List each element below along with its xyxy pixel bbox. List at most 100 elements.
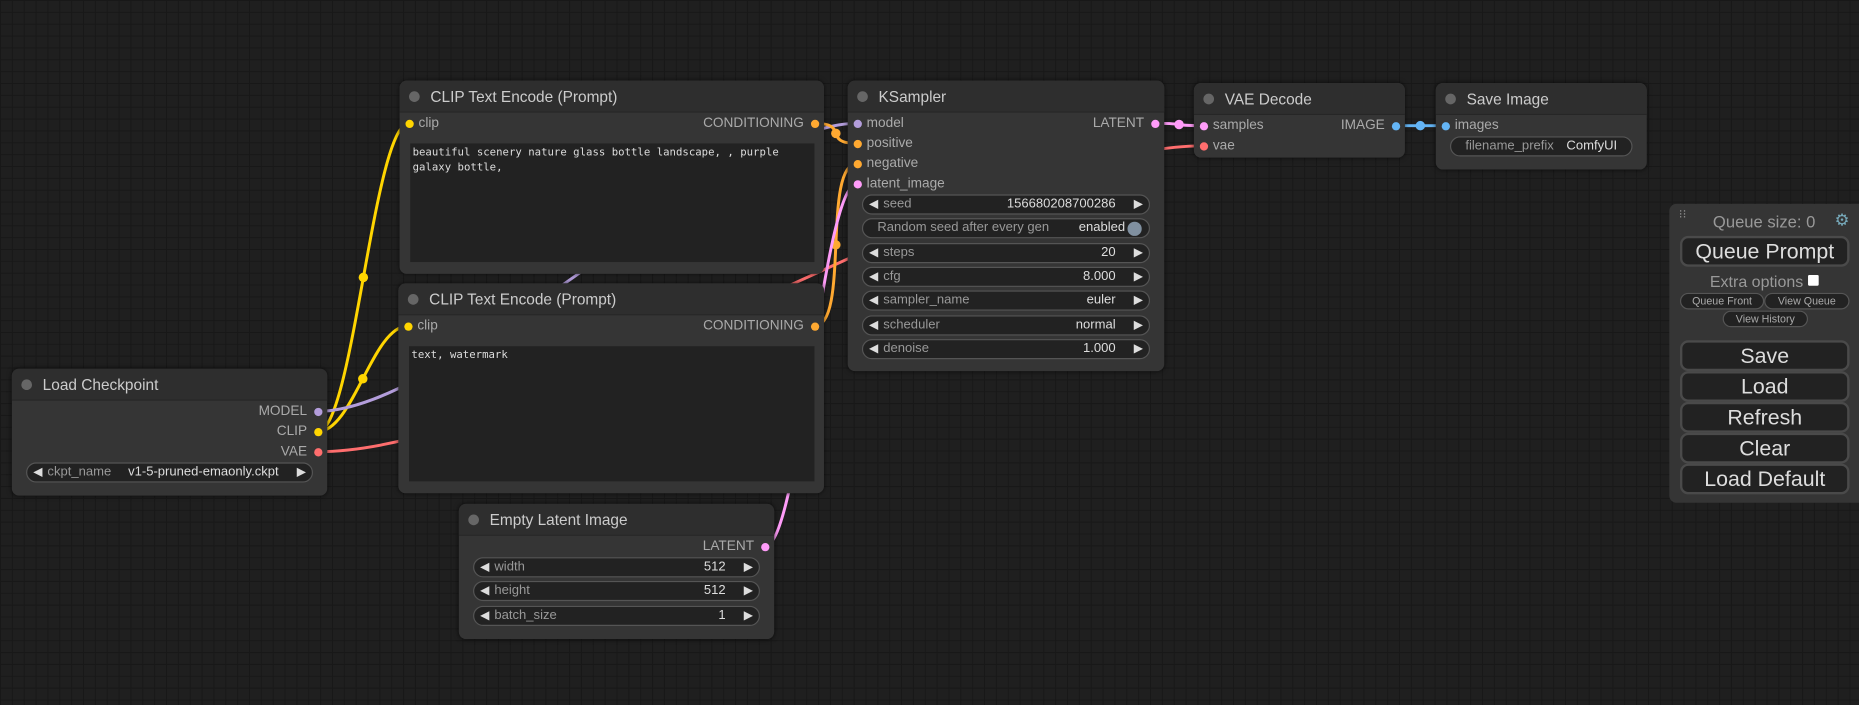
widget-batch_size[interactable]: ◀ ▶ batch_size 1	[473, 605, 760, 626]
link-midpoint-icon[interactable]	[831, 128, 841, 139]
slot-dot-icon[interactable]	[403, 321, 412, 331]
collapse-dot-icon[interactable]	[1445, 93, 1456, 104]
slot-dot-icon[interactable]	[853, 139, 862, 148]
collapse-dot-icon[interactable]	[21, 378, 33, 390]
refresh-button[interactable]: Refresh	[1679, 401, 1850, 433]
increment-arrow-icon[interactable]: ▶	[743, 608, 753, 622]
increment-arrow-icon[interactable]: ▶	[1133, 246, 1143, 260]
widget-sampler_name[interactable]: ◀ ▶ sampler_name euler	[861, 290, 1151, 311]
increment-arrow-icon[interactable]: ▶	[296, 465, 306, 479]
slot-dot-icon[interactable]	[810, 119, 819, 128]
widget-denoise[interactable]: ◀ ▶ denoise 1.000	[861, 338, 1151, 359]
load-button[interactable]: Load	[1679, 371, 1850, 402]
load-default-button[interactable]: Load Default	[1679, 463, 1850, 495]
widget-scheduler[interactable]: ◀ ▶ scheduler normal	[861, 314, 1151, 335]
node-latent[interactable]: Empty Latent Image LATENT ◀ ▶ width 512 ◀ ▶ heig…	[458, 503, 775, 640]
collapse-dot-icon[interactable]	[857, 90, 868, 102]
drag-handle-icon[interactable]: ⁝⁝	[1678, 208, 1687, 222]
slot-dot-icon[interactable]	[1199, 121, 1208, 130]
slot-dot-icon[interactable]	[853, 119, 862, 128]
collapse-dot-icon[interactable]	[1203, 93, 1215, 104]
increment-arrow-icon[interactable]: ▶	[1133, 197, 1143, 212]
node-vaedecode[interactable]: VAE Decode samples vae IMAGE	[1193, 82, 1405, 158]
widget-seed[interactable]: ◀ ▶ seed 156680208700286	[861, 194, 1151, 215]
decrement-arrow-icon[interactable]: ◀	[480, 608, 490, 622]
input-slot-positive[interactable]: positive	[866, 136, 913, 151]
node-title-bar[interactable]: Empty Latent Image	[458, 503, 775, 536]
clear-button[interactable]: Clear	[1679, 432, 1850, 464]
input-slot-clip[interactable]: clip	[417, 318, 438, 334]
input-slot-latent_image[interactable]: latent_image	[866, 176, 945, 191]
slot-dot-icon[interactable]	[853, 179, 862, 188]
node-title-bar[interactable]: Load Checkpoint	[11, 368, 328, 401]
link-midpoint-icon[interactable]	[358, 374, 368, 384]
widget-steps[interactable]: ◀ ▶ steps 20	[861, 242, 1151, 263]
slot-dot-icon[interactable]	[313, 447, 322, 456]
node-title-bar[interactable]: CLIP Text Encode (Prompt)	[398, 283, 824, 316]
input-slot-samples[interactable]: samples	[1212, 118, 1264, 133]
node-title-bar[interactable]: VAE Decode	[1193, 82, 1405, 116]
prompt-textarea[interactable]: beautiful scenery nature glass bottle la…	[410, 143, 815, 263]
view-history-button[interactable]: View History	[1722, 310, 1809, 328]
gear-icon[interactable]: ⚙	[1834, 209, 1850, 229]
decrement-arrow-icon[interactable]: ◀	[33, 465, 43, 479]
increment-arrow-icon[interactable]: ▶	[743, 584, 753, 598]
output-slot-IMAGE[interactable]: IMAGE	[1340, 118, 1385, 133]
decrement-arrow-icon[interactable]: ◀	[869, 294, 879, 308]
node-title-bar[interactable]: CLIP Text Encode (Prompt)	[399, 80, 824, 113]
slot-dot-icon[interactable]	[1199, 141, 1208, 150]
widget-height[interactable]: ◀ ▶ height 512	[473, 581, 760, 602]
slot-dot-icon[interactable]	[1150, 119, 1159, 128]
output-slot-LATENT[interactable]: LATENT	[1092, 116, 1145, 131]
link-midpoint-icon[interactable]	[358, 272, 369, 283]
save-button[interactable]: Save	[1679, 340, 1850, 372]
node-title-bar[interactable]: KSampler	[847, 80, 1165, 113]
decrement-arrow-icon[interactable]: ◀	[869, 246, 879, 260]
collapse-dot-icon[interactable]	[409, 90, 420, 102]
node-clip2[interactable]: CLIP Text Encode (Prompt) clip CONDITIONIN…	[398, 283, 824, 494]
toggle-knob-icon[interactable]	[1127, 222, 1142, 237]
collapse-dot-icon[interactable]	[468, 513, 479, 525]
slot-dot-icon[interactable]	[313, 407, 322, 416]
node-ckpt[interactable]: Load Checkpoint MODEL CLIP VAE ◀ ▶ ckpt_name v1…	[11, 368, 328, 496]
widget-random-seed-after-every-gen[interactable]: Random seed after every gen enabled	[861, 218, 1151, 239]
link-midpoint-icon[interactable]	[1174, 119, 1184, 130]
node-title-bar[interactable]: Save Image	[1435, 82, 1647, 116]
widget-filename_prefix[interactable]: filename_prefix ComfyUI	[1449, 136, 1633, 157]
prompt-textarea[interactable]: text, watermark	[409, 346, 815, 482]
output-slot-CLIP[interactable]: CLIP	[276, 424, 308, 439]
input-slot-images[interactable]: images	[1454, 118, 1499, 133]
slot-dot-icon[interactable]	[1441, 121, 1450, 130]
slot-dot-icon[interactable]	[760, 542, 769, 551]
node-save[interactable]: Save Image images filename_prefix ComfyUI	[1435, 82, 1647, 170]
increment-arrow-icon[interactable]: ▶	[743, 560, 753, 574]
extra-options-checkbox[interactable]	[1807, 275, 1819, 286]
widget-width[interactable]: ◀ ▶ width 512	[473, 557, 760, 578]
collapse-dot-icon[interactable]	[407, 293, 419, 305]
increment-arrow-icon[interactable]: ▶	[1133, 270, 1143, 284]
output-slot-CONDITIONING[interactable]: CONDITIONING	[703, 318, 804, 334]
node-clip1[interactable]: CLIP Text Encode (Prompt) clip CONDITIONIN…	[399, 80, 824, 274]
increment-arrow-icon[interactable]: ▶	[1133, 294, 1143, 308]
widget-ckpt_name[interactable]: ◀ ▶ ckpt_name v1-5-pruned-emaonly.ckpt	[26, 462, 313, 483]
node-ksampler[interactable]: KSampler model positive negative latent_imag…	[847, 80, 1165, 372]
decrement-arrow-icon[interactable]: ◀	[480, 560, 490, 574]
decrement-arrow-icon[interactable]: ◀	[869, 197, 879, 212]
view-queue-button[interactable]: View Queue	[1764, 292, 1850, 310]
queue-front-button[interactable]: Queue Front	[1679, 292, 1765, 310]
input-slot-model[interactable]: model	[866, 116, 904, 131]
input-slot-negative[interactable]: negative	[866, 156, 919, 171]
increment-arrow-icon[interactable]: ▶	[1133, 342, 1143, 356]
decrement-arrow-icon[interactable]: ◀	[480, 584, 490, 598]
output-slot-VAE[interactable]: VAE	[280, 444, 308, 459]
slot-dot-icon[interactable]	[810, 321, 819, 331]
output-slot-CONDITIONING[interactable]: CONDITIONING	[703, 116, 804, 131]
slot-dot-icon[interactable]	[853, 159, 862, 168]
increment-arrow-icon[interactable]: ▶	[1133, 318, 1143, 332]
decrement-arrow-icon[interactable]: ◀	[869, 270, 879, 284]
slot-dot-icon[interactable]	[404, 119, 414, 128]
decrement-arrow-icon[interactable]: ◀	[869, 342, 879, 356]
slot-dot-icon[interactable]	[313, 427, 322, 436]
queue-prompt-button[interactable]: Queue Prompt	[1679, 235, 1850, 267]
